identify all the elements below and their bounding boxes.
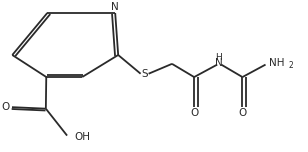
Text: H: H <box>215 53 222 62</box>
Text: S: S <box>141 69 148 79</box>
Text: N: N <box>215 58 223 68</box>
Text: N: N <box>111 2 119 12</box>
Text: O: O <box>1 102 9 112</box>
Text: 2: 2 <box>289 61 293 70</box>
Text: OH: OH <box>75 132 91 142</box>
Text: NH: NH <box>269 58 284 68</box>
Text: O: O <box>238 108 247 118</box>
Text: O: O <box>190 108 198 118</box>
